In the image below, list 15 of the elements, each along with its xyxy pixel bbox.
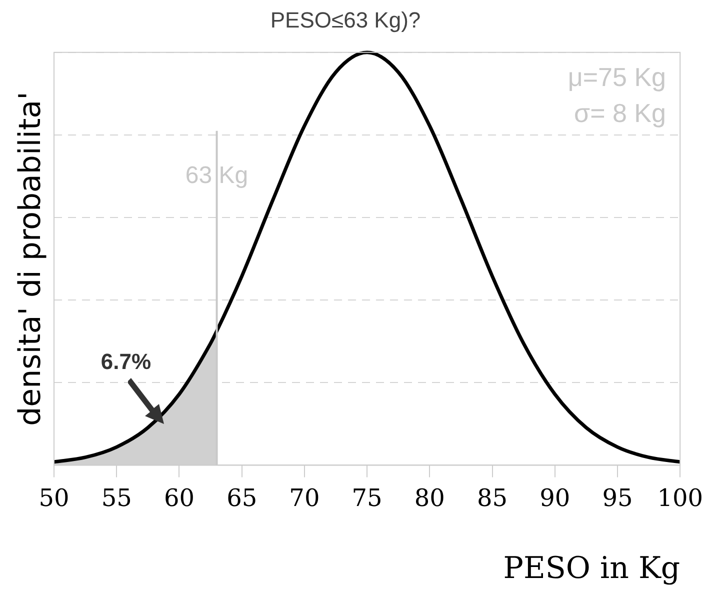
x-tick-label: 70 bbox=[289, 484, 320, 512]
x-tick-label: 75 bbox=[352, 484, 382, 512]
chart-title: PESO≤63 Kg)? bbox=[270, 7, 421, 32]
x-tick-label: 90 bbox=[540, 484, 570, 512]
x-tick-label: 65 bbox=[226, 484, 258, 512]
y-axis-title: densita' di probabilita' bbox=[12, 92, 48, 426]
x-tick-label: 50 bbox=[38, 484, 70, 512]
x-tick-label: 60 bbox=[164, 484, 194, 512]
x-tick-label: 80 bbox=[414, 484, 445, 512]
x-tick-label: 55 bbox=[101, 484, 132, 512]
x-tick-label: 100 bbox=[657, 484, 703, 512]
annotation: 6.7% bbox=[100, 349, 152, 374]
x-axis-title: PESO in Kg bbox=[503, 550, 680, 586]
x-tick-label: 85 bbox=[476, 484, 508, 512]
x-tick-label: 95 bbox=[602, 484, 633, 512]
